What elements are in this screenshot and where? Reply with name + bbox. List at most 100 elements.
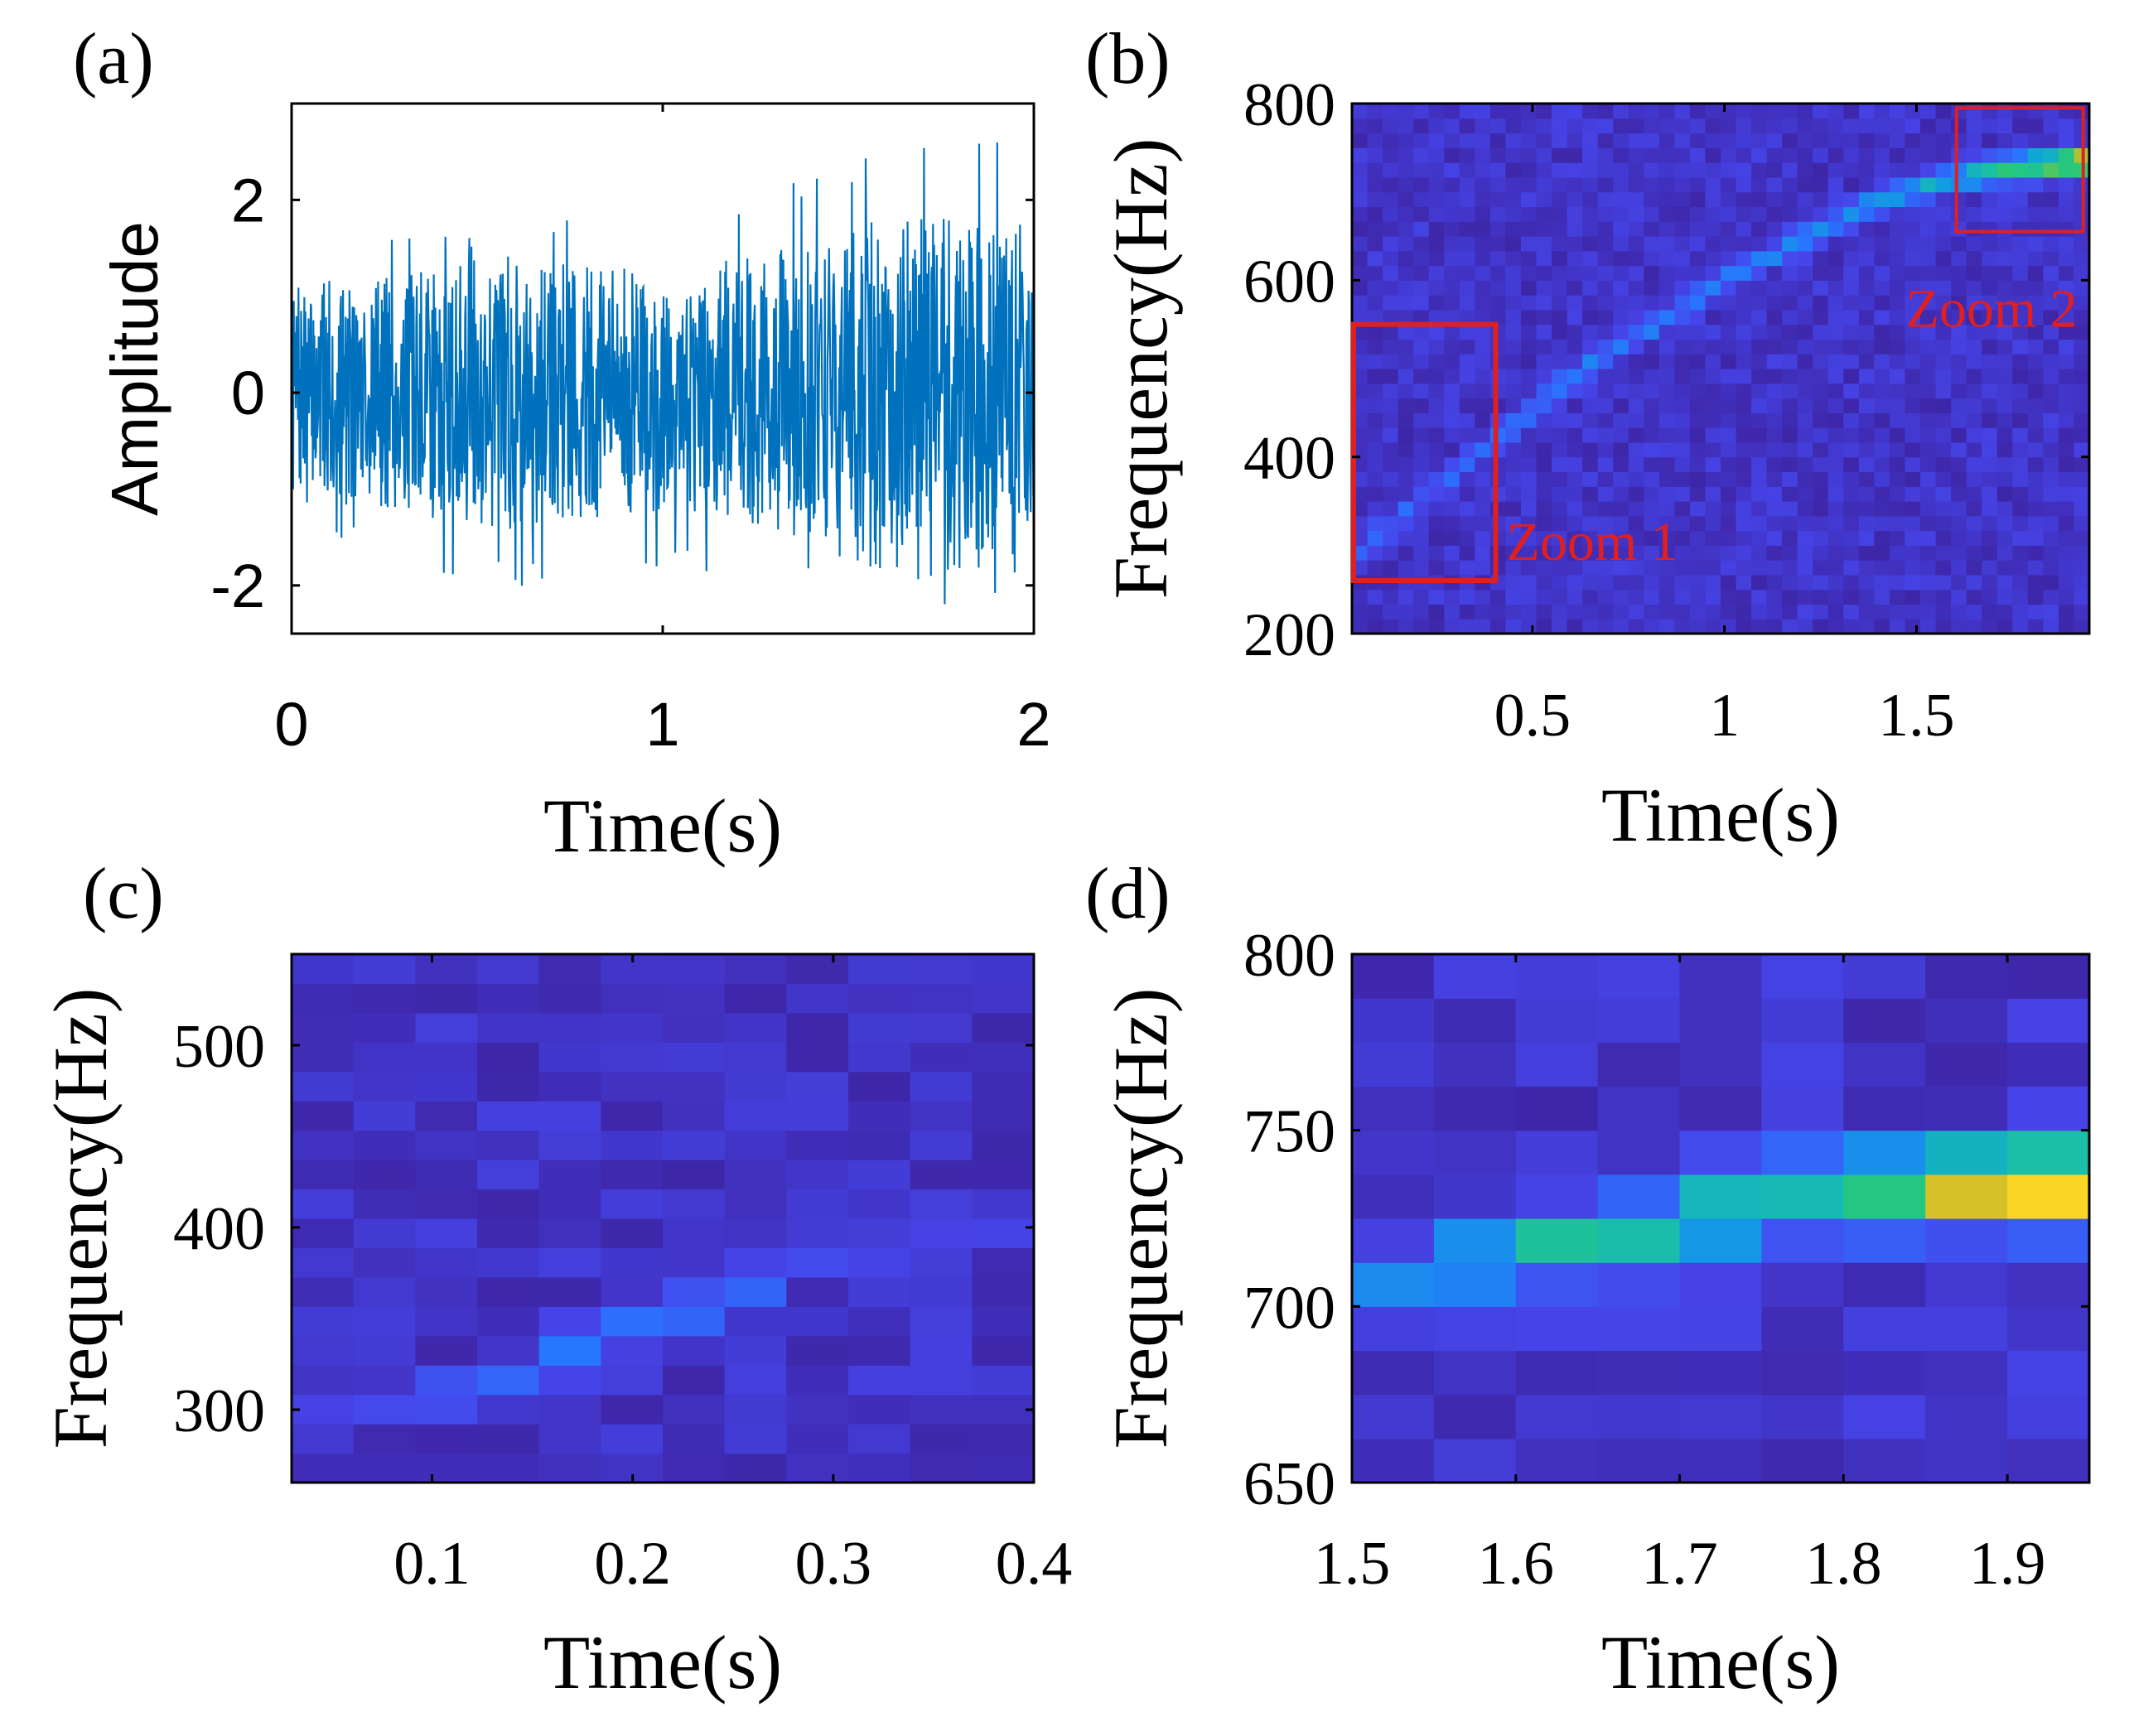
panel-b-cell bbox=[1505, 545, 1522, 561]
panel-b-cell bbox=[1797, 118, 1813, 134]
panel-d-cell bbox=[1761, 1306, 1844, 1352]
panel-b-cell bbox=[1996, 280, 2013, 296]
panel-b-cell bbox=[1982, 206, 1998, 222]
panel-c-cell bbox=[663, 1453, 726, 1483]
panel-b-cell bbox=[1489, 280, 1507, 296]
panel-c-cell bbox=[415, 1276, 478, 1307]
panel-b-cell bbox=[1628, 324, 1644, 340]
panel-b-cell bbox=[1782, 427, 1798, 443]
panel-b-cell bbox=[1813, 501, 1829, 517]
panel-c-cell bbox=[353, 1218, 416, 1249]
panel-b-cell bbox=[1705, 530, 1721, 546]
panel-b-cell bbox=[1966, 501, 1982, 517]
panel-b-cell bbox=[1689, 398, 1707, 413]
panel-b-cell bbox=[1751, 515, 1768, 532]
panel-b-cell bbox=[1475, 412, 1491, 428]
panel-b-cell bbox=[1951, 619, 1967, 634]
panel-d-cell bbox=[1679, 1174, 1763, 1219]
panel-b-cell bbox=[1689, 412, 1707, 428]
panel-b-cell bbox=[1920, 412, 1937, 428]
panel-b-cell bbox=[1920, 191, 1937, 208]
panel-b-cell bbox=[1874, 604, 1890, 620]
panel-b-cell bbox=[1966, 560, 1982, 576]
panel-b-cell bbox=[1889, 191, 1906, 208]
panel-c-cell bbox=[910, 1424, 973, 1454]
panel-b-cell bbox=[1858, 501, 1876, 517]
panel-b-cell bbox=[2058, 619, 2075, 634]
panel-b-cell bbox=[1721, 295, 1737, 311]
panel-b-cell bbox=[1858, 162, 1876, 178]
panel-c-cell bbox=[786, 1365, 849, 1396]
panel-b-cell bbox=[1797, 250, 1813, 267]
panel-c-cell bbox=[477, 1335, 540, 1366]
panel-b-cell bbox=[1367, 104, 1383, 119]
panel-b-cell bbox=[1428, 133, 1445, 148]
panel-b-cell bbox=[1874, 250, 1890, 267]
panel-c-cell bbox=[353, 1365, 416, 1396]
panel-d-cell bbox=[1925, 998, 2008, 1043]
panel-b-cell bbox=[1644, 147, 1660, 163]
panel-b-cell bbox=[1367, 206, 1383, 222]
panel-b-cell bbox=[1705, 560, 1721, 576]
panel-b-cell bbox=[1613, 604, 1629, 620]
panel-b-cell bbox=[1520, 515, 1538, 532]
panel-b-cell bbox=[1475, 354, 1491, 369]
panel-b-cell bbox=[1689, 280, 1707, 296]
panel-b-cell bbox=[1966, 530, 1982, 546]
panel-c-cell bbox=[292, 1101, 355, 1131]
panel-b-cell bbox=[1766, 295, 1783, 311]
panel-b-cell bbox=[1751, 456, 1768, 473]
panel-b-cell bbox=[1644, 369, 1660, 384]
panel-b-cell bbox=[1628, 560, 1644, 576]
panel-b-cell bbox=[1475, 471, 1491, 487]
panel-b-cell bbox=[1966, 295, 1982, 311]
panel-b-cell bbox=[1582, 265, 1599, 281]
panel-b-cell bbox=[1920, 515, 1937, 532]
panel-b-cell bbox=[1766, 369, 1783, 384]
panel-b-cell bbox=[1367, 339, 1383, 354]
panel-b-cell bbox=[1689, 147, 1707, 163]
panel-b-cell bbox=[1658, 206, 1675, 222]
panel-b-cell bbox=[1413, 118, 1430, 134]
panel-c-cell bbox=[477, 1101, 540, 1131]
panel-b-cell bbox=[1827, 309, 1844, 326]
panel-b-cell bbox=[1398, 339, 1414, 354]
panel-b-cell bbox=[1459, 427, 1475, 443]
panel-c-cell bbox=[972, 1453, 1035, 1483]
panel-d-cell bbox=[2007, 1042, 2090, 1087]
panel-b-cell bbox=[1505, 324, 1522, 340]
panel-b-cell bbox=[1597, 250, 1614, 267]
panel-d-label: (d) bbox=[1085, 854, 1171, 934]
panel-b-cell bbox=[1582, 486, 1599, 502]
panel-b-cell bbox=[1398, 456, 1414, 473]
panel-d-cell bbox=[1352, 1350, 1435, 1396]
panel-b-cell bbox=[1613, 206, 1629, 222]
panel-b-cell bbox=[1843, 501, 1860, 517]
panel-b-cell bbox=[1398, 589, 1414, 605]
panel-a-xtick-label: 1 bbox=[645, 690, 679, 759]
panel-b-cell bbox=[2012, 486, 2029, 502]
panel-b-cell bbox=[2027, 398, 2044, 413]
panel-b-cell bbox=[1874, 133, 1890, 148]
panel-b-cell bbox=[1827, 471, 1844, 487]
panel-c-ylabel: Frequency(Hz) bbox=[38, 988, 123, 1449]
panel-b-cell bbox=[1520, 236, 1538, 252]
panel-b-cell bbox=[1951, 339, 1967, 354]
panel-b-cell bbox=[1367, 250, 1383, 267]
panel-b-cell bbox=[2058, 295, 2075, 311]
panel-b-cell bbox=[1843, 471, 1860, 487]
panel-b-cell bbox=[1383, 176, 1399, 193]
panel-b-cell bbox=[1843, 619, 1860, 634]
panel-b-cell bbox=[2073, 295, 2090, 311]
panel-b-cell bbox=[1874, 118, 1890, 134]
panel-b-cell bbox=[1628, 354, 1644, 369]
panel-b-cell bbox=[1751, 412, 1768, 428]
panel-b-cell bbox=[1751, 369, 1768, 384]
panel-b-cell bbox=[1827, 104, 1844, 119]
panel-b-cell bbox=[2043, 398, 2059, 413]
panel-d-cell bbox=[1761, 1174, 1844, 1219]
panel-b-cell bbox=[1843, 206, 1860, 222]
panel-b-cell bbox=[1520, 456, 1538, 473]
panel-b-cell bbox=[1951, 471, 1967, 487]
panel-b-cell bbox=[1597, 118, 1614, 134]
